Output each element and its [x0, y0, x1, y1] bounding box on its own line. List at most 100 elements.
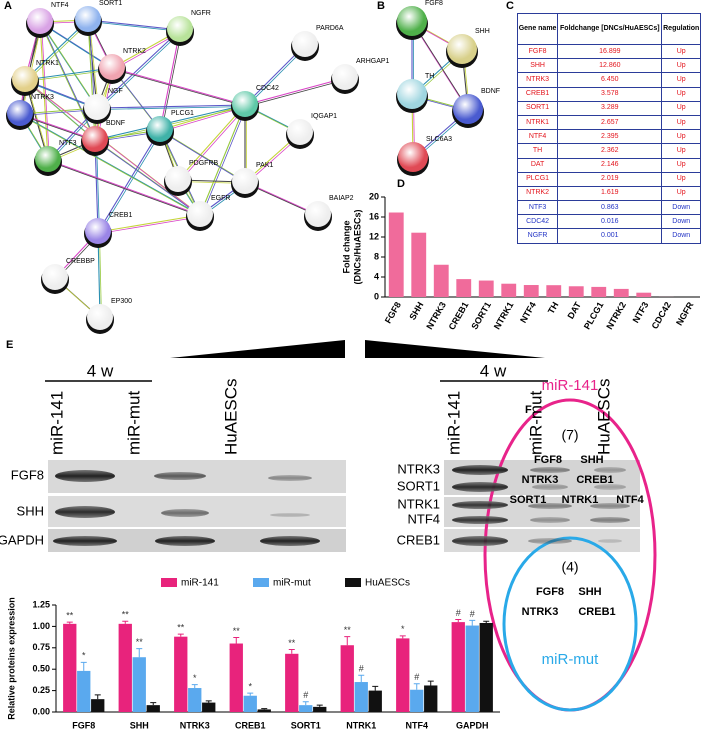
significance-label: **	[66, 610, 74, 620]
network-node	[99, 54, 125, 80]
network-node-label: BDNF	[106, 120, 125, 127]
network-node	[35, 146, 61, 172]
network-node-label: NTRK1	[36, 60, 59, 67]
bar	[118, 623, 132, 712]
blot-row-label: SHH	[17, 503, 44, 518]
table-cell: 2.657	[557, 114, 663, 131]
x-tick-label: NTRK1	[346, 720, 376, 730]
x-tick-label: CREB1	[235, 720, 266, 730]
network-node	[305, 201, 331, 227]
table-cell: SHH	[516, 58, 559, 74]
network-node-label: SLC6A3	[426, 136, 452, 143]
error-bar	[455, 619, 462, 623]
x-tick-label: GAPDH	[456, 720, 489, 730]
bar	[188, 688, 202, 712]
gradient-wedge	[170, 340, 345, 358]
network-node	[42, 264, 68, 290]
x-tick-label: NTF4	[406, 720, 429, 730]
x-tick-label: NTRK2	[604, 300, 628, 331]
blot-band	[594, 484, 626, 490]
blot-band	[155, 536, 215, 546]
blot-band	[53, 536, 117, 546]
table-row: NTF3 0.863 Down	[516, 200, 701, 216]
network-node	[447, 34, 477, 64]
network-node	[7, 100, 33, 126]
legend-swatch	[253, 578, 269, 587]
blot-row-label: NTRK3	[397, 461, 440, 476]
table-row: NGFR 0.001 Down	[516, 228, 701, 244]
error-bar	[288, 649, 295, 654]
network-node-label: NTF4	[51, 2, 69, 9]
network-node	[84, 94, 110, 120]
lane-label: miR-mut	[526, 391, 545, 455]
error-bar	[247, 692, 254, 696]
error-bar	[469, 619, 476, 626]
blot-band	[528, 538, 572, 544]
network-edge	[159, 104, 246, 131]
venn-gene: CREB1	[576, 474, 613, 486]
network-node-label: NTF3	[59, 140, 77, 147]
y-tick-label: 16	[369, 211, 379, 221]
panel-label: B	[377, 0, 385, 12]
table-cell: TH	[516, 143, 559, 159]
significance-label: #	[470, 609, 475, 619]
network-edge	[47, 159, 201, 216]
significance-label: #	[303, 690, 308, 700]
network-node	[27, 8, 53, 34]
table-row: NTRK1 2.657 Up	[516, 114, 701, 131]
network-edge	[159, 129, 246, 183]
blot-band	[590, 503, 630, 509]
network-edge	[159, 29, 181, 131]
bar	[202, 702, 216, 712]
table-cell: Up	[661, 43, 701, 60]
bar	[243, 695, 257, 712]
blot-band	[260, 536, 320, 546]
bar	[368, 690, 382, 712]
blot-band	[452, 516, 508, 524]
blot-row-label: FGF8	[11, 467, 44, 482]
bar	[478, 280, 494, 297]
table-row: TH 2.362 Up	[516, 143, 701, 159]
y-axis-title: Fold change	[341, 220, 351, 273]
significance-label: **	[177, 622, 185, 632]
blot-band	[161, 509, 209, 517]
table-row: NTF4 2.395 Up	[516, 129, 701, 145]
error-bar	[344, 636, 351, 646]
network-edge	[89, 21, 182, 32]
x-tick-label: FGF8	[72, 720, 95, 730]
network-node-label: PLCG1	[171, 110, 194, 117]
network-node-label: IQGAP1	[311, 113, 337, 120]
error-bar	[483, 620, 490, 623]
network-node-label: ARHGAP1	[356, 58, 390, 65]
error-bar	[372, 685, 379, 691]
error-bar	[413, 683, 420, 690]
network-node-label: BDNF	[481, 88, 500, 95]
network-edge	[39, 21, 49, 161]
significance-label: **	[122, 610, 130, 620]
panel-label: D	[397, 178, 405, 190]
bar	[410, 689, 424, 712]
network-edge	[99, 131, 162, 234]
y-tick-label: 12	[369, 231, 379, 241]
network-edge	[21, 115, 202, 217]
table-row: DAT 2.146 Up	[516, 157, 701, 173]
x-tick-label: NTRK3	[424, 300, 448, 331]
error-bar	[150, 702, 157, 706]
legend-label: miR-141	[181, 578, 219, 589]
network-edge	[177, 104, 246, 181]
bar	[91, 699, 105, 712]
y-tick-label: 0.50	[32, 664, 50, 674]
network-edge	[99, 216, 202, 234]
table-cell: Down	[661, 200, 701, 216]
network-edge	[199, 104, 246, 216]
x-tick-label: FGF8	[383, 300, 403, 325]
venn-count: (7)	[561, 427, 578, 443]
table-cell: Down	[661, 228, 701, 244]
lane-label: HuAESCs	[221, 378, 240, 455]
x-tick-label: NTF3	[631, 300, 651, 324]
table-cell: Up	[661, 100, 701, 116]
bar	[77, 670, 91, 712]
bar	[523, 285, 539, 297]
table-cell: 2.019	[557, 171, 663, 187]
